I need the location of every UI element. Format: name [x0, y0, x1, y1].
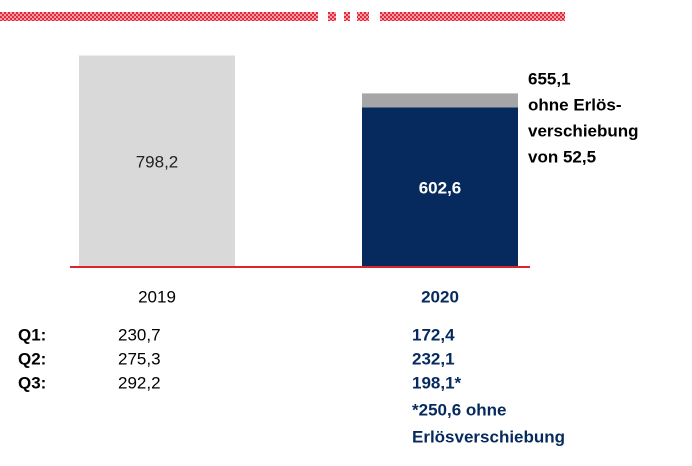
bar	[79, 55, 235, 267]
value-label: 798,2	[136, 153, 179, 172]
x-tick-label: 2019	[138, 287, 176, 306]
table-cell: Q3:	[18, 373, 46, 392]
footnote: *250,6 ohne	[412, 400, 507, 419]
footnote: Erlösverschiebung	[412, 427, 565, 446]
table-cell: Q2:	[18, 349, 46, 368]
table-cell: 198,1*	[412, 373, 462, 392]
header-strip	[0, 12, 565, 21]
table-cell: 292,2	[118, 373, 161, 392]
annotation: verschiebung	[528, 121, 639, 140]
x-tick-label: 2020	[421, 287, 459, 306]
table-cell: 275,3	[118, 349, 161, 368]
table-cell: 230,7	[118, 325, 161, 344]
bar	[362, 93, 518, 108]
annotation: 655,1	[528, 69, 571, 88]
table-cell: Q1:	[18, 325, 46, 344]
value-label: 602,6	[419, 179, 462, 198]
table-cell: 232,1	[412, 349, 455, 368]
bar	[362, 107, 518, 267]
table-cell: 172,4	[412, 325, 455, 344]
annotation: ohne Erlös-	[528, 95, 622, 114]
annotation: von 52,5	[528, 147, 596, 166]
